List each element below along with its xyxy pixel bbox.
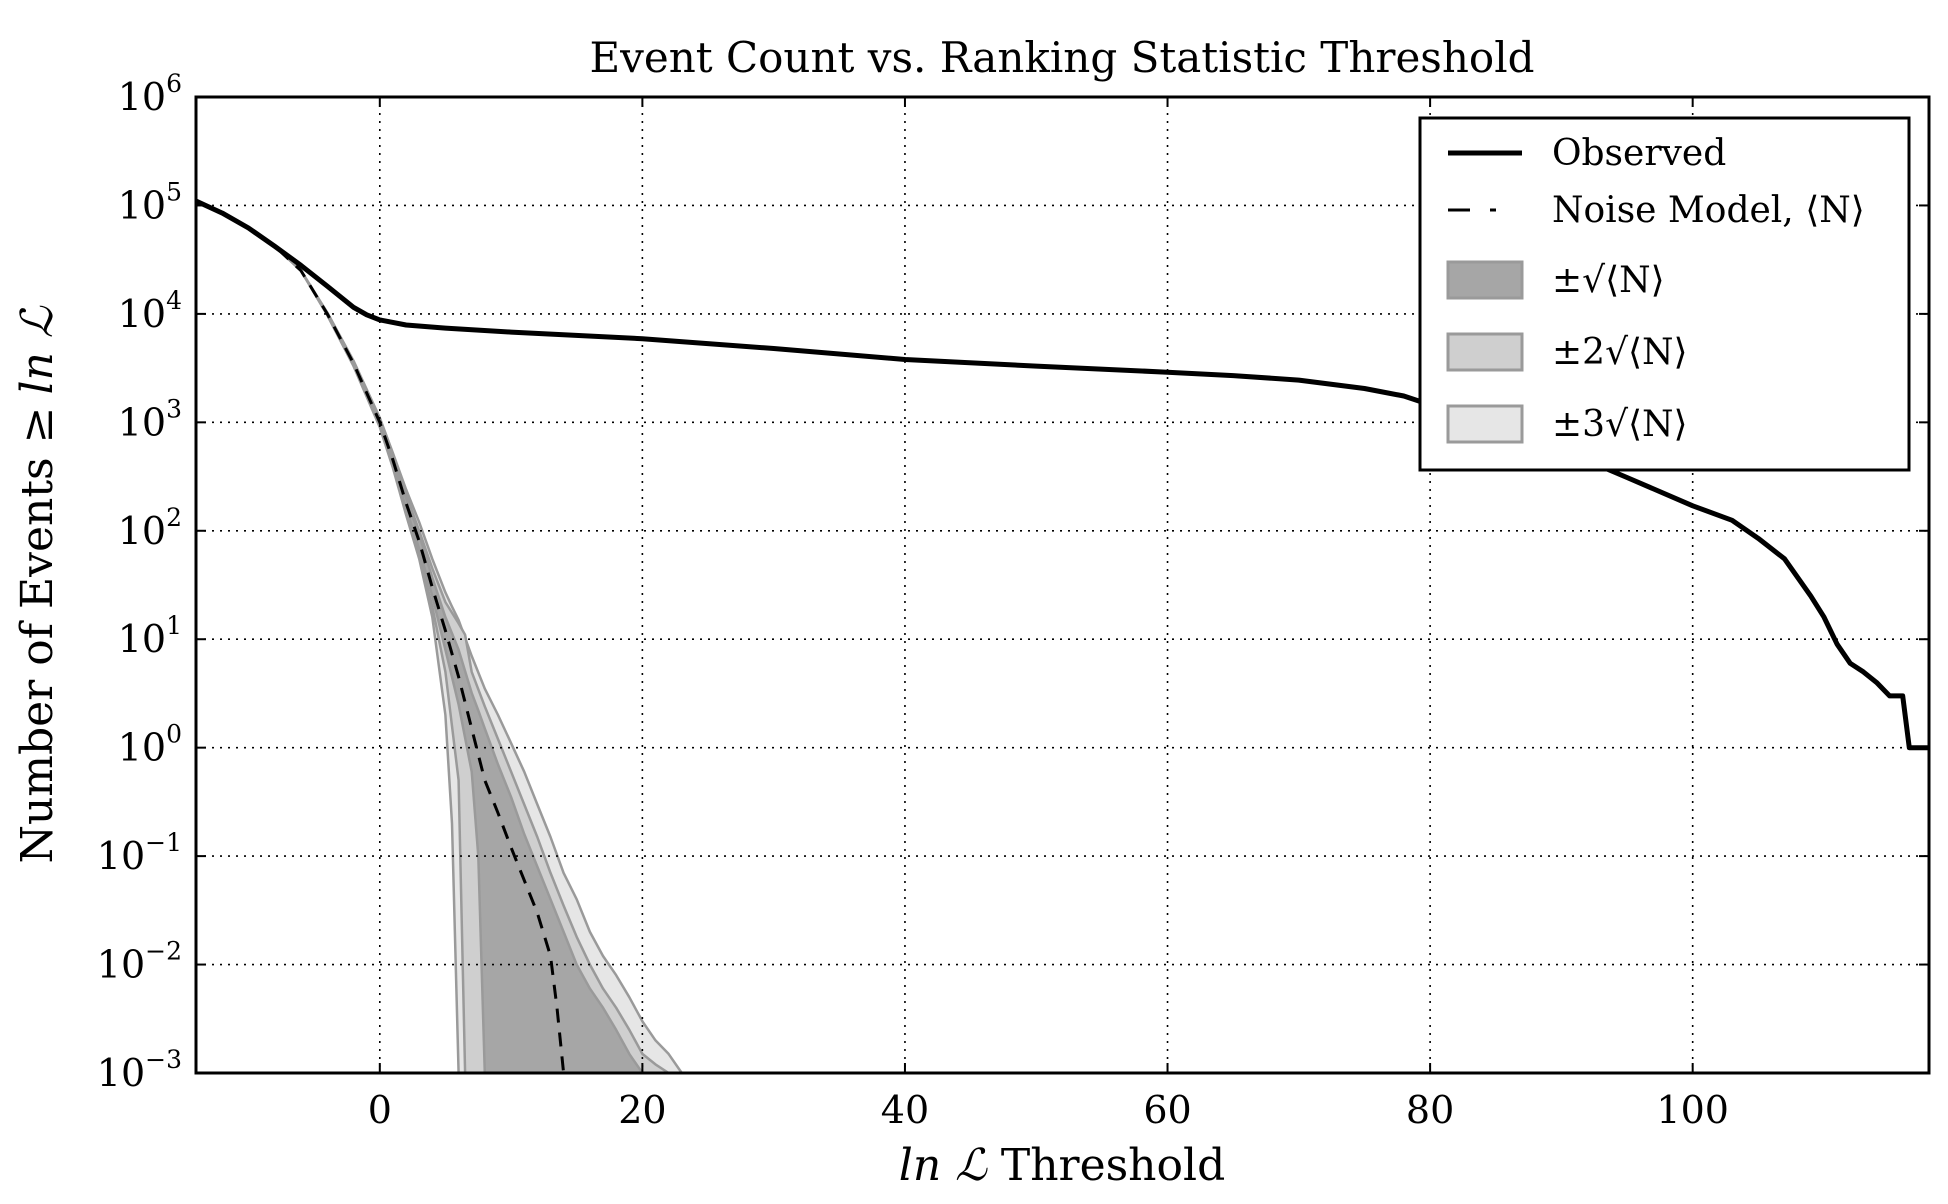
x-tick-label: 40 (881, 1088, 929, 1132)
x-axis-label-text: Threshold (1001, 1140, 1225, 1191)
y-tick-exponent: 0 (166, 720, 182, 749)
y-tick-base: 10 (118, 400, 166, 444)
x-axis-label: ln ℒ Threshold (899, 1140, 1226, 1191)
legend-label: ±3√⟨N⟩ (1552, 404, 1688, 445)
axis-ticks: 0 20 40 60 80 10010−310−210−11001011021031041… (97, 69, 1929, 1132)
legend-swatch-band (1446, 332, 1524, 372)
y-tick-base: 10 (97, 834, 145, 878)
y-tick-exponent: 5 (166, 177, 182, 206)
y-axis-label-text: Number of Events ≥ (12, 407, 63, 864)
y-tick-exponent: −3 (145, 1045, 182, 1074)
y-tick-label: 102 (118, 503, 182, 553)
y-tick-label: 103 (118, 394, 182, 444)
legend-swatch-band (1446, 404, 1524, 444)
y-tick-base: 10 (118, 292, 166, 336)
y-tick-exponent: 4 (166, 286, 182, 315)
y-tick-base: 10 (97, 1051, 145, 1095)
legend-label: ±√⟨N⟩ (1552, 260, 1665, 301)
grid-lines (196, 97, 1929, 1073)
legend-swatch-band (1446, 260, 1524, 300)
y-tick-exponent: 6 (166, 69, 182, 98)
data-series (194, 198, 1929, 1074)
y-axis-label: Number of Events ≥ ln ℒ (12, 305, 63, 863)
y-tick-exponent: 1 (166, 611, 182, 640)
observed-line (194, 198, 1929, 751)
y-tick-base: 10 (118, 183, 166, 227)
x-tick-label: 80 (1406, 1088, 1454, 1132)
legend-label: Observed (1552, 133, 1726, 174)
y-tick-base: 10 (118, 617, 166, 661)
x-axis-label-math: ln ℒ (899, 1140, 988, 1191)
y-tick-label: 104 (118, 286, 182, 336)
y-tick-label: 10−3 (97, 1045, 182, 1095)
y-tick-base: 10 (97, 943, 145, 987)
y-tick-label: 10−2 (97, 937, 182, 987)
y-tick-base: 10 (118, 509, 166, 553)
legend: Observed Noise Model, ⟨N⟩ ±√⟨N⟩ ±2√⟨N⟩ ±3√⟨N… (1418, 116, 1911, 472)
x-tick-label: 100 (1656, 1088, 1729, 1132)
y-axis-label-math: ln ℒ (12, 305, 63, 394)
y-tick-exponent: −1 (145, 828, 182, 857)
y-tick-base: 10 (118, 75, 166, 119)
y-tick-exponent: −2 (145, 937, 182, 966)
y-tick-base: 10 (118, 726, 166, 770)
legend-label: Noise Model, ⟨N⟩ (1552, 190, 1865, 231)
plot-frame (194, 95, 1931, 1075)
chart-title: Event Count vs. Ranking Statistic Thresh… (589, 33, 1534, 82)
y-tick-label: 100 (118, 720, 182, 770)
x-tick-label: 60 (1143, 1088, 1191, 1132)
y-tick-label: 105 (118, 177, 182, 227)
x-tick-label: 20 (618, 1088, 666, 1132)
y-tick-label: 101 (118, 611, 182, 661)
y-tick-label: 106 (118, 69, 182, 119)
y-tick-exponent: 3 (166, 394, 182, 423)
y-tick-exponent: 2 (166, 503, 182, 532)
y-tick-label: 10−1 (97, 828, 182, 878)
x-tick-label: 0 (368, 1088, 392, 1132)
legend-label: ±2√⟨N⟩ (1552, 332, 1688, 373)
